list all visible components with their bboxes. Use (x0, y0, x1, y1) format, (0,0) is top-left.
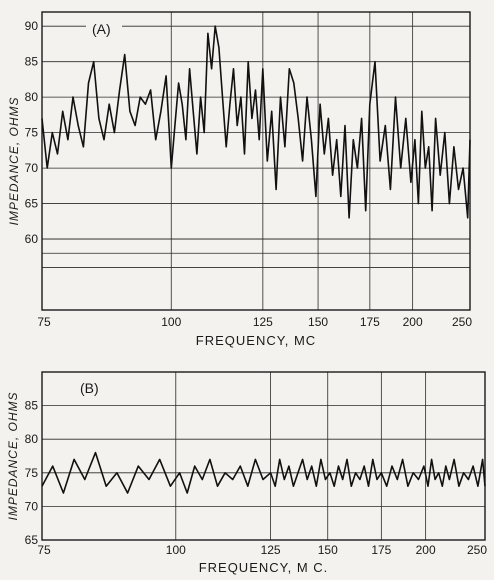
y-tick-label: 85 (25, 399, 39, 413)
x-tick-label: 150 (308, 315, 328, 329)
panel-label: (B) (80, 380, 99, 396)
y-tick-label: 75 (25, 126, 39, 140)
x-tick-label: 250 (452, 315, 472, 329)
y-tick-label: 80 (25, 90, 39, 104)
x-axis-title: FREQUENCY, M C. (199, 560, 329, 575)
y-tick-label: 90 (25, 19, 39, 33)
x-tick-label: 200 (403, 315, 423, 329)
x-tick-label: 150 (318, 543, 338, 557)
plot-frame (41, 371, 486, 541)
panel-label-backdrop (74, 379, 110, 399)
y-tick-label: 65 (25, 533, 39, 547)
x-tick-label: 125 (253, 315, 273, 329)
y-tick-label: 70 (25, 161, 39, 175)
x-tick-label: 100 (161, 315, 181, 329)
impedance-trace (41, 25, 471, 219)
y-tick-label: 80 (25, 432, 39, 446)
y-axis-title: IMPEDANCE, OHMS (6, 391, 20, 520)
x-tick-label: 175 (371, 543, 391, 557)
y-axis-title: IMPEDANCE, OHMS (7, 96, 21, 225)
x-axis-title: FREQUENCY, MC (196, 333, 316, 348)
x-tick-label: 200 (416, 543, 436, 557)
y-tick-label: 70 (25, 499, 39, 513)
plot-frame (41, 11, 471, 311)
y-tick-label: 85 (25, 55, 39, 69)
panel-label: (A) (92, 21, 111, 37)
chart-panel-b: 65 70 75 80 85 75 100 125 150 175 200 250 (B) FREQUEN… (6, 371, 487, 575)
x-tick-label: 75 (37, 543, 51, 557)
chart-panel-a: 60 65 70 75 80 85 90 75 100 125 150 175 200 250 (A) FRE… (7, 11, 472, 348)
y-tick-label: 60 (25, 232, 39, 246)
x-tick-label: 75 (37, 315, 51, 329)
y-tick-label: 75 (25, 466, 39, 480)
x-tick-label: 125 (261, 543, 281, 557)
y-tick-label: 65 (25, 197, 39, 211)
impedance-trace (41, 451, 486, 494)
panel-label-backdrop (86, 20, 122, 40)
x-tick-label: 100 (166, 543, 186, 557)
x-tick-label: 175 (360, 315, 380, 329)
x-tick-label: 250 (467, 543, 487, 557)
